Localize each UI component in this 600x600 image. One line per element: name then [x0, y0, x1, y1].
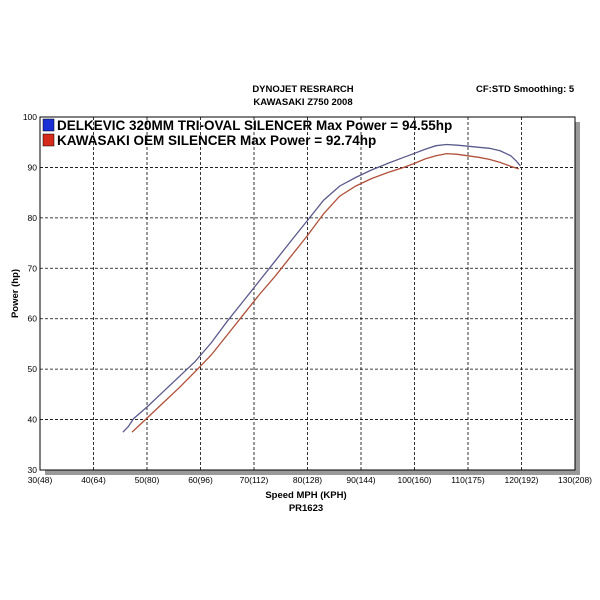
x-tick-label: 100(160) [397, 475, 431, 485]
legend-swatch-1 [42, 118, 55, 132]
y-tick-label: 100 [23, 112, 37, 122]
x-tick-label: 80(128) [293, 475, 322, 485]
x-tick-label: 90(144) [346, 475, 375, 485]
x-tick-label: 70(112) [240, 475, 269, 485]
y-tick-labels: 30 40 50 60 70 80 90 100 [23, 112, 37, 475]
legend-swatch-2 [42, 133, 55, 147]
legend-label-1: DELKEVIC 320MM TRI-OVAL SILENCER Max Pow… [57, 118, 452, 133]
x-axis-label: Speed MPH (KPH) [265, 490, 346, 501]
legend: DELKEVIC 320MM TRI-OVAL SILENCER Max Pow… [42, 118, 452, 148]
x-tick-label: 40(64) [81, 475, 106, 485]
settings-label: CF:STD Smoothing: 5 [476, 84, 575, 95]
y-tick-label: 40 [28, 415, 38, 425]
x-tick-labels: 30(48) 40(64) 50(80) 60(96) 70(112) 80(128) 90… [28, 475, 592, 485]
x-tick-label: 50(80) [135, 475, 160, 485]
y-tick-label: 50 [28, 364, 38, 374]
x-tick-label: 120(192) [504, 475, 538, 485]
run-id-label: PR1623 [289, 503, 323, 514]
chart-subtitle: KAWASAKI Z750 2008 [253, 97, 353, 108]
grid-lines [40, 117, 575, 470]
x-tick-label: 30(48) [28, 475, 53, 485]
y-tick-label: 30 [28, 465, 38, 475]
y-axis-label: Power (hp) [10, 269, 21, 318]
chart-title: DYNOJET RESRARCH [252, 84, 354, 95]
x-tick-label: 130(208) [558, 475, 592, 485]
series-layer [122, 143, 521, 433]
series-line-2 [131, 152, 519, 433]
y-tick-label: 90 [28, 162, 38, 172]
legend-label-2: KAWASAKI OEM SILENCER Max Power = 92.74h… [57, 133, 376, 148]
y-tick-label: 70 [28, 263, 38, 273]
y-tick-label: 80 [28, 213, 38, 223]
x-tick-label: 110(175) [451, 475, 485, 485]
x-tick-label: 60(96) [188, 475, 213, 485]
series-line-1 [122, 143, 521, 433]
y-tick-label: 60 [28, 314, 38, 324]
